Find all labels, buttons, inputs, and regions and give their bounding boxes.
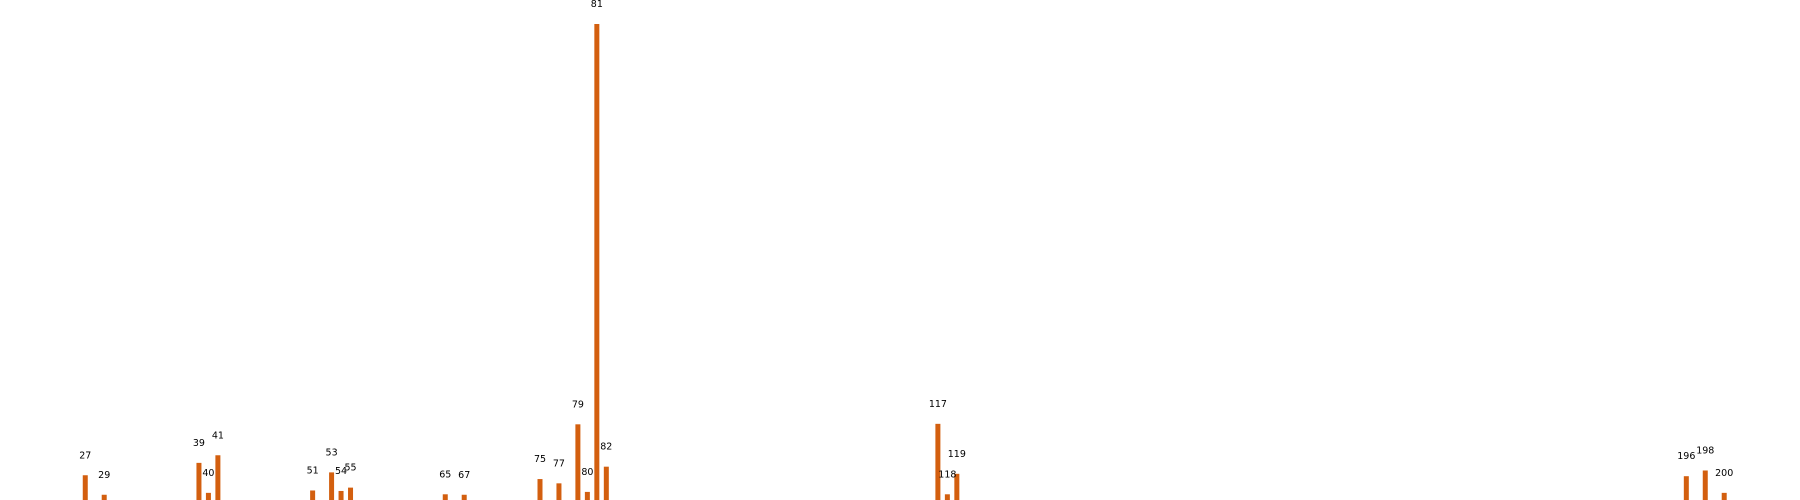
bar-51 <box>310 490 316 500</box>
bar-118 <box>944 494 950 500</box>
bar-75 <box>537 479 543 500</box>
bar-41 <box>215 455 221 500</box>
bar-29 <box>101 494 107 500</box>
bar-label-200: 200 <box>1715 468 1733 479</box>
bar-label-196: 196 <box>1677 451 1695 462</box>
bar-label-51: 51 <box>307 465 319 476</box>
bar-label-117: 117 <box>929 399 947 410</box>
bar-40 <box>205 492 211 500</box>
bar-label-79: 79 <box>572 399 584 410</box>
bar-77 <box>556 483 562 500</box>
bar-65 <box>442 494 448 500</box>
bar-27 <box>82 475 88 500</box>
bar-55 <box>348 487 354 500</box>
bar-label-54: 54 <box>335 466 347 477</box>
bar-196 <box>1683 476 1689 500</box>
bar-label-119: 119 <box>948 449 966 460</box>
bar-39 <box>196 462 202 500</box>
bar-label-77: 77 <box>553 458 565 469</box>
bar-label-118: 118 <box>938 469 956 480</box>
bar-81 <box>594 24 600 500</box>
bar-82 <box>603 466 609 500</box>
bar-label-41: 41 <box>212 430 224 441</box>
bar-label-75: 75 <box>534 454 546 465</box>
bar-label-80: 80 <box>581 467 593 478</box>
bar-label-81: 81 <box>591 0 603 10</box>
bar-label-65: 65 <box>439 469 451 480</box>
bar-label-29: 29 <box>98 470 110 481</box>
bar-54 <box>338 490 344 500</box>
bar-198 <box>1702 470 1708 500</box>
bar-119 <box>954 473 960 500</box>
bar-label-82: 82 <box>600 442 612 453</box>
bar-80 <box>584 491 590 500</box>
bar-label-27: 27 <box>79 450 91 461</box>
bar-label-55: 55 <box>344 463 356 474</box>
bar-label-53: 53 <box>326 447 338 458</box>
bars-group <box>82 24 1727 500</box>
bar-label-40: 40 <box>202 468 214 479</box>
bar-117 <box>935 423 941 500</box>
bar-53 <box>329 472 335 500</box>
bar-200 <box>1721 492 1727 500</box>
bar-label-67: 67 <box>458 470 470 481</box>
bar-79 <box>575 424 581 500</box>
bar-label-39: 39 <box>193 438 205 449</box>
bar-67 <box>461 494 467 500</box>
bar-label-198: 198 <box>1696 445 1714 456</box>
